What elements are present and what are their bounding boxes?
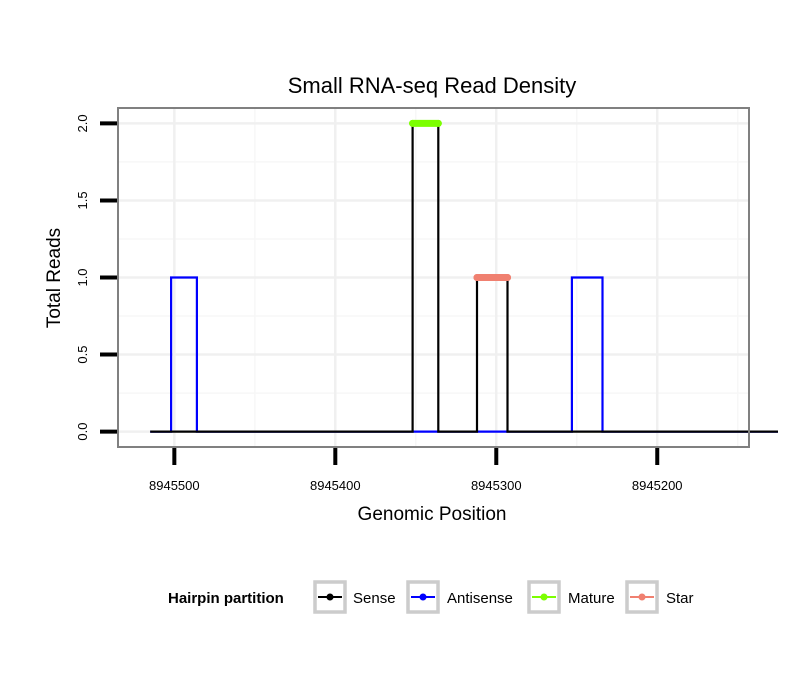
- data-point-star: [473, 274, 481, 281]
- y-tick-label: 2.0: [75, 114, 90, 132]
- legend-label-star: Star: [666, 590, 694, 607]
- x-tick-label: 8945400: [310, 478, 361, 493]
- legend-label-mature: Mature: [568, 590, 615, 607]
- data-point-mature: [409, 119, 417, 127]
- legend-item-antisense: Antisense: [406, 580, 513, 614]
- chart-title: Small RNA-seq Read Density: [288, 73, 577, 98]
- data-point-star: [504, 274, 512, 281]
- legend-key-point: [419, 593, 427, 601]
- y-tick-label: 0.5: [75, 346, 90, 364]
- x-tick-label: 8945300: [471, 478, 522, 493]
- y-tick-label: 1.5: [75, 191, 90, 209]
- legend-item-sense: Sense: [313, 580, 396, 614]
- legend-title: Hairpin partition: [168, 590, 284, 607]
- x-tick-label: 8945500: [149, 478, 200, 493]
- minor-gridlines: [118, 108, 749, 447]
- legend-key-point: [638, 593, 646, 601]
- legend-key-point: [326, 593, 334, 601]
- legend-key-point: [540, 593, 548, 601]
- legend-item-mature: Mature: [527, 580, 615, 614]
- plot-border: [117, 107, 750, 448]
- y-tick-label: 1.0: [75, 268, 90, 286]
- legend: Hairpin partition Sense Antisense Mature St…: [168, 580, 694, 614]
- x-tick-label: 8945200: [632, 478, 683, 493]
- x-axis-title: Genomic Position: [358, 504, 507, 525]
- y-tick-label: 0.0: [75, 423, 90, 441]
- legend-label-antisense: Antisense: [447, 590, 513, 607]
- y-axis-title: Total Reads: [44, 228, 65, 328]
- legend-item-star: Star: [625, 580, 694, 614]
- series-layer: [150, 119, 778, 433]
- series-line-sense: [150, 122, 778, 433]
- legend-label-sense: Sense: [353, 590, 396, 607]
- y-axis: 0.0 0.5 1.0 1.5 2.0: [75, 114, 117, 441]
- x-axis: 8945500 8945400 8945300 8945200: [149, 448, 683, 493]
- data-point-mature: [434, 119, 442, 127]
